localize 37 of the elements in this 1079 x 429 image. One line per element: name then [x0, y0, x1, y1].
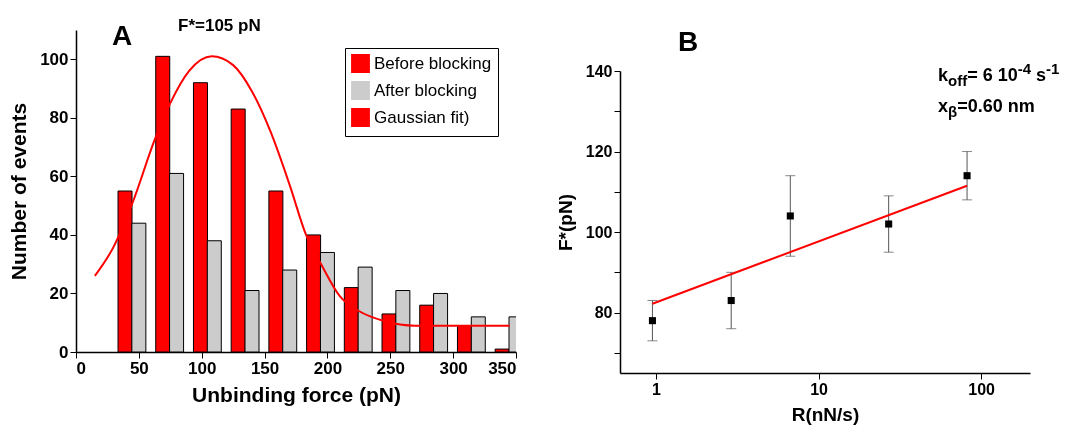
legend-label: Before blocking: [374, 53, 492, 73]
x-tick-label: 200: [313, 358, 343, 378]
point: [727, 296, 735, 305]
x-tick-label: 250: [376, 358, 405, 378]
point: [885, 220, 893, 228]
annotation: x$_{β}$=0.60 nm: [938, 96, 1035, 120]
point: [963, 172, 971, 180]
x-tick-label: 1: [652, 380, 662, 398]
y-tick-label: 40: [49, 225, 69, 245]
y-tick-label: 140: [585, 62, 613, 80]
y-tick-label: 80: [594, 304, 613, 322]
text: B: [678, 26, 699, 58]
x-tick-label: 50: [129, 358, 149, 378]
y-tick-label: 20: [49, 283, 69, 303]
x-tick-label: 350: [488, 358, 517, 378]
y-axis-title: F*(pN): [554, 194, 576, 251]
x-axis-title: R(nN/s): [791, 403, 860, 425]
annotation: F*=105 pN: [178, 16, 261, 36]
legend-label: Gaussian fit): [374, 107, 470, 127]
y-tick-label: 0: [59, 342, 69, 362]
y-tick-label: 100: [40, 49, 69, 69]
y-axis-title: Number of events: [7, 102, 31, 281]
x-axis-title: Unbinding force (pN): [192, 382, 401, 406]
annotation: A: [112, 20, 133, 52]
x-tick-label: 150: [250, 358, 280, 378]
x-tick-label: 300: [439, 358, 468, 378]
x-tick-label: 100: [188, 358, 217, 378]
x-tick-label: 100: [968, 380, 996, 398]
legend-label: After blocking: [374, 80, 477, 100]
y-tick-label: 60: [49, 166, 69, 186]
y-tick-label: 120: [585, 143, 613, 161]
point: [648, 317, 656, 325]
x-tick-label: 0: [76, 358, 86, 378]
y-tick-label: 80: [49, 108, 69, 128]
x-tick-label: 10: [810, 380, 829, 398]
y-tick-label: 100: [585, 223, 613, 241]
annotation: k$_{off}$= 6 10$^{-4}$ s$^{-1}$: [938, 60, 1060, 89]
